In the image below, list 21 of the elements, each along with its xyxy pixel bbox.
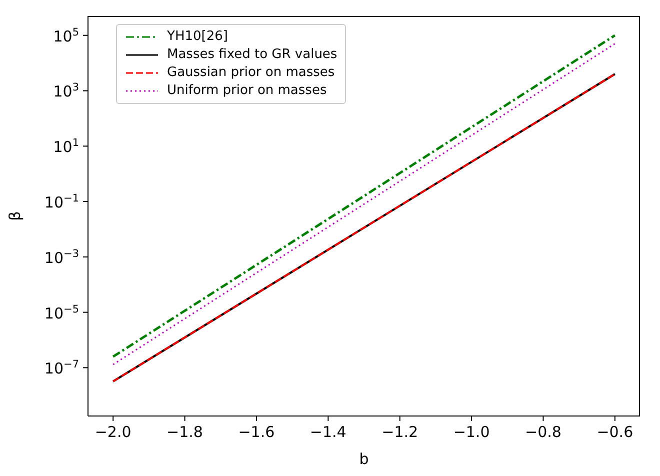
x-tick-label: −1.2 <box>382 423 418 441</box>
y-tick-label: 10$^{−1}$ <box>44 192 79 212</box>
legend-label: Uniform prior on masses <box>167 82 327 100</box>
y-tick-label: 10$^{−5}$ <box>44 303 79 322</box>
x-tick-label: −1.0 <box>453 423 490 441</box>
legend-label: Masses fixed to GR values <box>167 46 338 64</box>
y-tick-label: 10$^{−7}$ <box>44 358 79 378</box>
x-tick-label: −0.6 <box>596 423 634 441</box>
y-tick-label: 10$^{5}$ <box>53 26 79 46</box>
y-tick-label: 10$^{3}$ <box>53 82 79 101</box>
x-tick-label: −1.4 <box>310 423 346 441</box>
x-tick-label: −2.0 <box>94 423 132 441</box>
x-tick-label: −1.6 <box>238 423 275 441</box>
legend-label: Gaussian prior on masses <box>167 64 335 82</box>
x-axis-title: b <box>359 450 369 468</box>
y-tick-label: 10$^{−3}$ <box>44 248 79 267</box>
y-axis-title: β <box>6 211 24 221</box>
legend-label: YH10[26] <box>167 28 228 46</box>
x-tick-label: −0.8 <box>525 423 562 441</box>
y-tick-label: 10$^{1}$ <box>53 137 79 156</box>
x-tick-label: −1.8 <box>166 423 203 441</box>
